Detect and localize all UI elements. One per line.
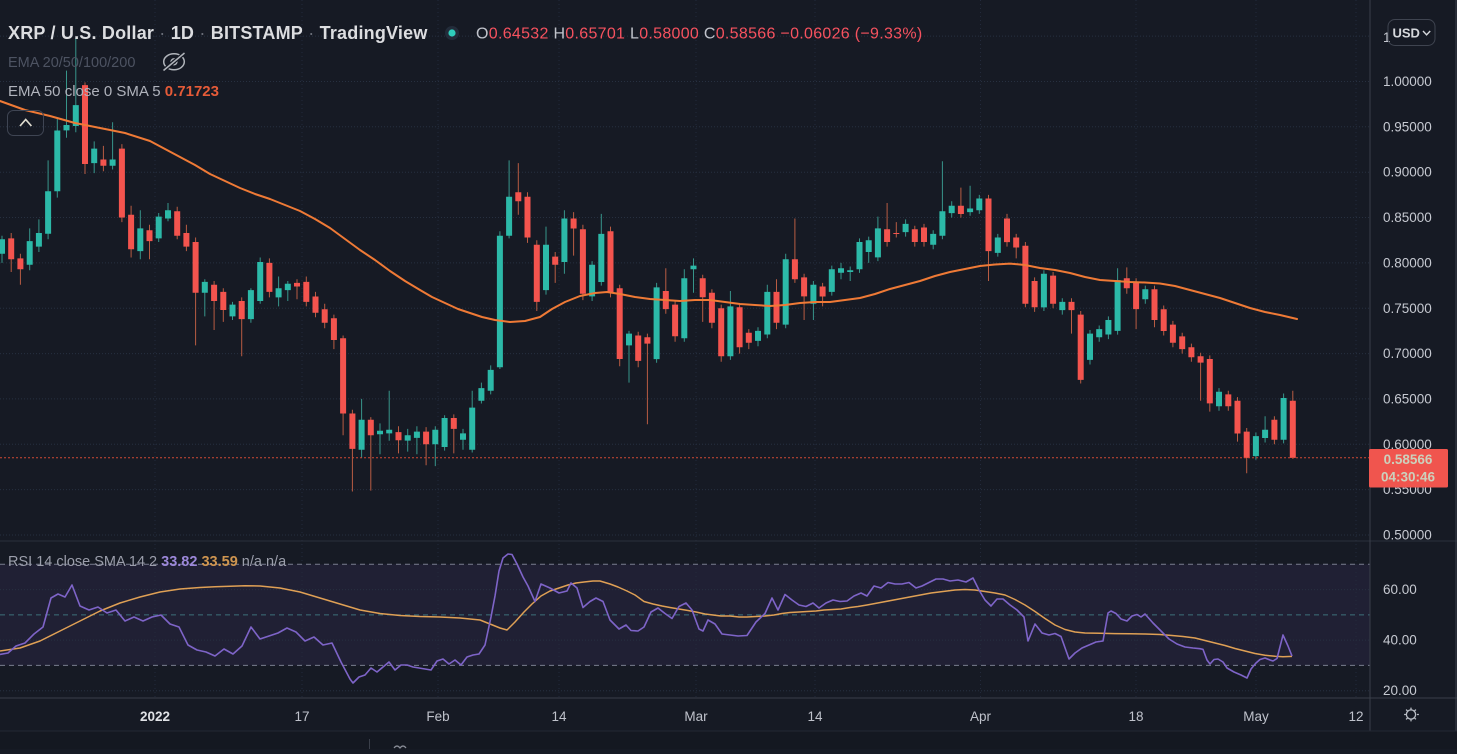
svg-text:14: 14 — [807, 709, 823, 724]
svg-text:0.95000: 0.95000 — [1383, 119, 1432, 134]
svg-text:0.75000: 0.75000 — [1383, 301, 1432, 316]
svg-text:0.90000: 0.90000 — [1383, 165, 1432, 180]
svg-text:18: 18 — [1128, 709, 1143, 724]
svg-text:2022: 2022 — [140, 709, 170, 724]
svg-text:17: 17 — [294, 709, 309, 724]
svg-text:0.80000: 0.80000 — [1383, 255, 1432, 270]
svg-text:1: 1 — [1383, 30, 1391, 45]
svg-text:0.85000: 0.85000 — [1383, 210, 1432, 225]
svg-text:O0.64532 H0.65701 L0.58000 C0.: O0.64532 H0.65701 L0.58000 C0.58566 −0.0… — [476, 26, 923, 43]
svg-text:40.00: 40.00 — [1383, 633, 1417, 648]
svg-text:May: May — [1243, 709, 1269, 724]
svg-text:EMA 20/50/100/200: EMA 20/50/100/200 — [8, 55, 135, 71]
svg-text:USD: USD — [1393, 26, 1420, 41]
svg-text:0.65000: 0.65000 — [1383, 391, 1432, 406]
svg-text:04:30:46: 04:30:46 — [1381, 470, 1436, 485]
svg-text:RSI 14 close SMA 14 2 33.82: RSI 14 close SMA 14 2 33.82 33.59 n/a n/… — [8, 554, 287, 570]
svg-text:EMA 50 close 0 SMA 5 0.71723: EMA 50 close 0 SMA 5 0.71723 — [8, 83, 219, 100]
svg-text:XRP / U.S. Dollar · 1D · BITST: XRP / U.S. Dollar · 1D · BITSTAMP · Trad… — [8, 23, 428, 43]
svg-text:Mar: Mar — [684, 709, 708, 724]
svg-text:60.00: 60.00 — [1383, 582, 1417, 597]
svg-text:0.60000: 0.60000 — [1383, 437, 1432, 452]
svg-text:1.00000: 1.00000 — [1383, 74, 1432, 89]
svg-text:Apr: Apr — [970, 709, 992, 724]
svg-text:12: 12 — [1348, 709, 1363, 724]
svg-text:0.58566: 0.58566 — [1384, 452, 1433, 467]
svg-text:20.00: 20.00 — [1383, 683, 1417, 698]
svg-text:0.70000: 0.70000 — [1383, 346, 1432, 361]
svg-text:0.50000: 0.50000 — [1383, 528, 1432, 543]
svg-text:Feb: Feb — [426, 709, 449, 724]
svg-text:14: 14 — [551, 709, 567, 724]
